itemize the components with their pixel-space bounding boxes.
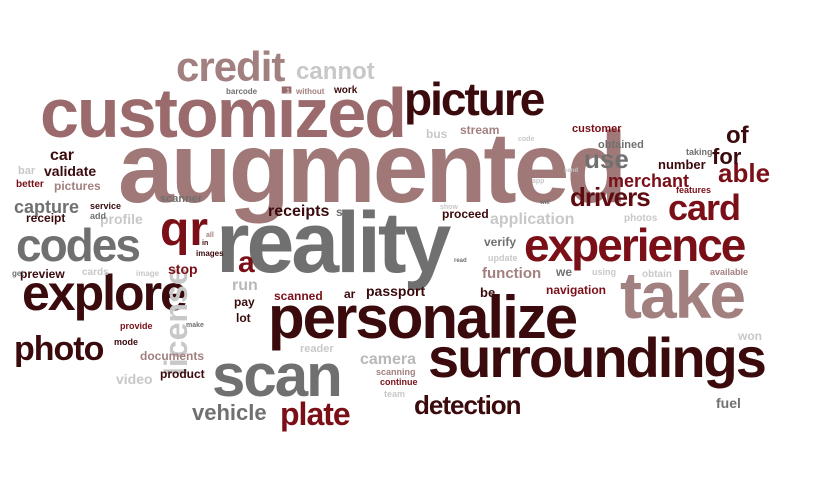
word-stop: stop <box>168 261 198 277</box>
word-app: app <box>532 178 545 185</box>
word-send: send <box>564 168 579 174</box>
word-receipts: receipts <box>268 203 330 220</box>
word-service: service <box>90 201 122 211</box>
word-image: image <box>136 269 160 278</box>
word-photo: photo <box>14 330 104 368</box>
word-credit: credit <box>176 43 285 90</box>
word-scanning: scanning <box>376 367 416 377</box>
word-better: better <box>16 179 44 190</box>
word-scanner: scanner <box>160 193 203 205</box>
word-run: run <box>232 277 258 294</box>
word-stream: stream <box>460 123 500 137</box>
word-drivers: drivers <box>570 182 651 212</box>
word-code: code <box>518 136 535 143</box>
word-get: get <box>12 269 24 278</box>
word-ar: ar <box>344 287 356 301</box>
word-product: product <box>160 367 205 381</box>
word-mode: mode <box>114 337 139 347</box>
word-capture: capture <box>14 197 80 217</box>
word-will: will <box>540 200 550 206</box>
word-won: won <box>738 329 762 343</box>
word-lot: lot <box>236 311 251 325</box>
word-validate: validate <box>44 163 97 179</box>
word-all: all <box>206 232 214 239</box>
word-we: we <box>556 265 573 279</box>
word-merchant: merchant <box>608 171 690 191</box>
word-cards: cards <box>82 267 109 278</box>
word-qr: qr <box>160 203 208 256</box>
word-surroundings: surroundings <box>428 326 767 389</box>
word-navigation: navigation <box>546 283 607 297</box>
word-bar: bar <box>18 165 36 177</box>
word-barcode: barcode <box>226 87 258 96</box>
word-reality: reality <box>216 195 451 291</box>
word-picture: picture <box>404 73 545 125</box>
word-verify: verify <box>484 235 517 249</box>
word-detection: detection <box>414 390 522 420</box>
word-customer: customer <box>572 123 622 135</box>
word-passport: passport <box>366 283 426 299</box>
word-profile: profile <box>100 211 143 227</box>
word-taking: taking <box>686 147 713 157</box>
word-proceed: proceed <box>442 207 489 221</box>
word-team: team <box>384 389 406 399</box>
word-function: function <box>482 265 542 282</box>
word-fuel: fuel <box>716 395 741 411</box>
word-without: without <box>296 87 325 96</box>
word-continue: continue <box>380 377 418 387</box>
word-use: use <box>584 144 629 174</box>
word-vehicle: vehicle <box>192 400 267 425</box>
word-for: for <box>712 144 742 169</box>
word-documents: documents <box>140 349 205 363</box>
word-pay: pay <box>234 295 255 309</box>
word-number: number <box>658 157 706 172</box>
word-application: application <box>490 211 575 228</box>
word-be: be <box>480 285 496 300</box>
word-update: update <box>488 253 518 263</box>
word-so: so <box>336 205 351 219</box>
word-personalize: personalize <box>268 284 578 351</box>
word-available: available <box>710 267 749 277</box>
word-1: 1 <box>286 88 290 95</box>
word-able: able <box>718 158 771 188</box>
word-read: read <box>454 258 467 264</box>
word-using: using <box>592 267 616 277</box>
word-scan: scan <box>212 342 343 409</box>
word-provide: provide <box>120 321 153 331</box>
word-make: make <box>186 322 204 329</box>
word-codes: codes <box>16 219 141 271</box>
word-card: card <box>668 187 741 228</box>
word-camera: camera <box>360 351 417 368</box>
word-cannot: cannot <box>296 58 375 85</box>
word-pictures: pictures <box>54 179 101 193</box>
word-of: of <box>726 122 749 149</box>
word-receipt: receipt <box>26 211 66 225</box>
word-reader: reader <box>300 343 334 355</box>
word-augmented: augmented <box>118 112 627 224</box>
word-in: in <box>202 240 209 247</box>
word-preview: preview <box>20 267 65 281</box>
word-plate: plate <box>280 396 351 432</box>
word-photos: photos <box>624 213 658 224</box>
word-experience: experience <box>524 219 746 271</box>
word-bus: bus <box>426 127 448 141</box>
word-scanned: scanned <box>274 289 323 303</box>
word-car: car <box>50 147 75 164</box>
word-obtained: obtained <box>598 139 644 151</box>
word-images: images <box>196 249 224 258</box>
word-a: a <box>238 246 255 279</box>
word-features: features <box>676 185 712 195</box>
word-video: video <box>116 371 153 387</box>
word-add: add <box>90 211 107 221</box>
word-work: work <box>334 85 358 96</box>
word-customized: customized <box>40 74 407 152</box>
word-take: take <box>620 258 746 332</box>
word-explore: explore <box>22 265 188 321</box>
word-show: show <box>440 204 458 211</box>
word-obtain: obtain <box>642 269 672 280</box>
